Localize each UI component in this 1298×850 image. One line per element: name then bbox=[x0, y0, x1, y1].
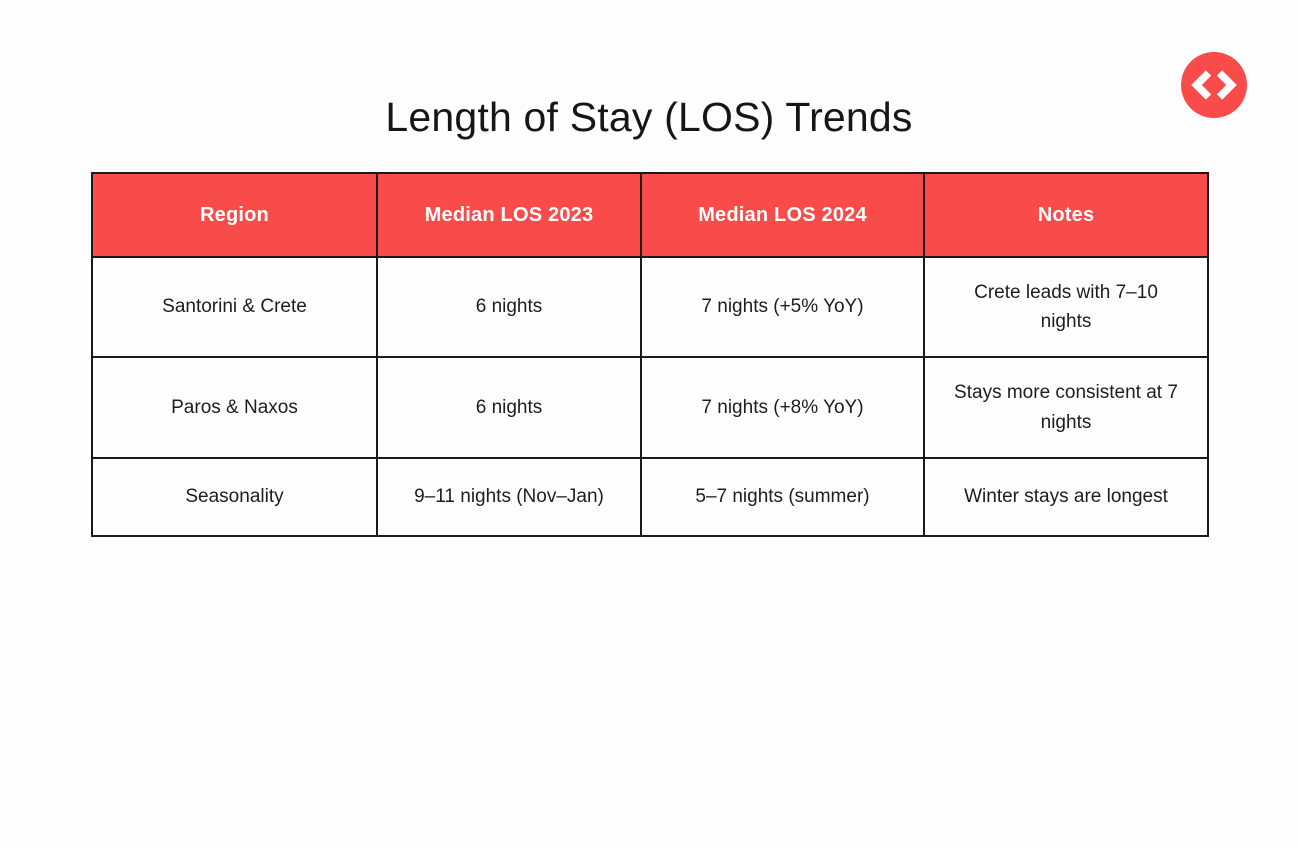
cell-region: Santorini & Crete bbox=[91, 256, 378, 358]
logo-badge[interactable] bbox=[1181, 52, 1247, 118]
cell-median-los-2023: 6 nights bbox=[376, 256, 642, 358]
column-header-median-los-2023: Median LOS 2023 bbox=[376, 172, 642, 258]
cell-median-los-2023: 6 nights bbox=[376, 356, 642, 459]
page-title: Length of Stay (LOS) Trends bbox=[385, 94, 913, 140]
cell-notes: Stays more consistent at 7 nights bbox=[923, 356, 1209, 459]
column-header-region: Region bbox=[91, 172, 378, 258]
table-row-paros-naxos: Paros & Naxos 6 nights 7 nights (+8% YoY… bbox=[91, 356, 1209, 459]
column-header-notes: Notes bbox=[923, 172, 1209, 258]
cell-notes: Crete leads with 7–10 nights bbox=[923, 256, 1209, 358]
cell-median-los-2024: 7 nights (+5% YoY) bbox=[640, 256, 925, 358]
table-row-santorini-crete: Santorini & Crete 6 nights 7 nights (+5%… bbox=[91, 256, 1209, 358]
code-icon bbox=[1181, 52, 1247, 118]
cell-region: Seasonality bbox=[91, 457, 378, 537]
los-trends-table: Region Median LOS 2023 Median LOS 2024 N… bbox=[91, 172, 1209, 537]
cell-region: Paros & Naxos bbox=[91, 356, 378, 459]
cell-median-los-2024: 7 nights (+8% YoY) bbox=[640, 356, 925, 459]
table-row-seasonality: Seasonality 9–11 nights (Nov–Jan) 5–7 ni… bbox=[91, 457, 1209, 537]
cell-notes: Winter stays are longest bbox=[923, 457, 1209, 537]
cell-median-los-2023: 9–11 nights (Nov–Jan) bbox=[376, 457, 642, 537]
header-row: Region Median LOS 2023 Median LOS 2024 N… bbox=[91, 172, 1209, 258]
column-header-median-los-2024: Median LOS 2024 bbox=[640, 172, 925, 258]
cell-median-los-2024: 5–7 nights (summer) bbox=[640, 457, 925, 537]
